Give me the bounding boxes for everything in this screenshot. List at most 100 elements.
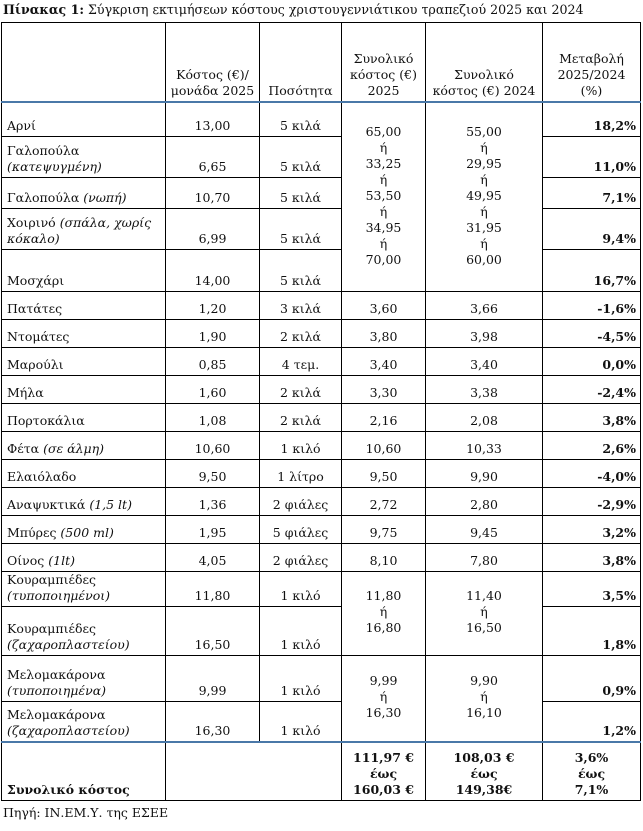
table-row: Αναψυκτικά (1,5 lt) 1,36 2 φιάλες 2,72 2,80-… xyxy=(1,486,641,516)
total-2024: 9,45 xyxy=(425,514,543,544)
merged-total-cell: 11,40 ή 16,50 xyxy=(425,570,543,656)
item-label: Μελομακάρονα xyxy=(7,666,106,682)
merged-value: 53,50 xyxy=(365,187,402,203)
column-header xyxy=(1,22,166,103)
column-header: Κόστος (€)/ μονάδα 2025 xyxy=(165,22,260,103)
table-row: Πατάτες 1,20 3 κιλά 3,60 3,66 -1,6% xyxy=(1,290,641,320)
total-2024: 3,40 xyxy=(425,346,543,376)
total-2024: 3,98 xyxy=(425,318,543,348)
table-row: Αρνί 13,00 5 κιλά 65,00 ή 33,25 ή 53,50 ή 34,95 ή 7… xyxy=(1,101,641,292)
item-name: Ντομάτες xyxy=(1,318,166,348)
unit-cost: 0,85 xyxy=(165,346,260,376)
unit-cost: 10,70 xyxy=(165,176,260,209)
item-name: Κουραμπιέδες (τυποποιημένοι) xyxy=(1,570,166,607)
table-row: Μαρούλι 0,85 4 τεμ. 3,40 3,40 0,0% xyxy=(1,346,641,376)
total-2024: 7,80 xyxy=(425,542,543,572)
unit-cost: 16,50 xyxy=(165,605,260,656)
change-percent: 0,0% xyxy=(542,346,641,376)
item-name: Οίνος (1lt) xyxy=(1,542,166,572)
item-note: (τυποποιημένοι) xyxy=(7,587,110,603)
change-percent: 11,0% xyxy=(542,135,641,178)
merged-value: ή xyxy=(379,604,388,619)
quantity: 1 κιλό xyxy=(259,605,342,656)
change-percent: 3,8% xyxy=(542,402,641,432)
source-note: Πηγή: ΙΝ.ΕΜ.Υ. της ΕΣΕΕ xyxy=(3,805,169,820)
merged-value: 31,95 xyxy=(466,219,502,235)
merged-value: 11,40 xyxy=(466,588,502,603)
change-percent: 0,9% xyxy=(542,654,641,702)
merged-total-cell: 9,99 ή 16,30 xyxy=(341,654,426,743)
total-2024: 3,38 xyxy=(425,374,543,404)
merged-value: ή xyxy=(379,139,388,155)
quantity: 4 τεμ. xyxy=(259,346,342,376)
unit-cost: 11,80 xyxy=(165,570,260,607)
item-label: Πατάτες xyxy=(7,300,63,316)
item-name: Μπύρες (500 ml) xyxy=(1,514,166,544)
merged-value: ή xyxy=(379,171,388,187)
item-name: Αρνί xyxy=(1,101,166,137)
change-percent: 16,7% xyxy=(542,248,641,292)
item-name: Γαλοπούλα (κατεψυγμένη) xyxy=(1,135,166,178)
item-note: (τυποποιημένα) xyxy=(7,682,107,698)
total-2025: 10,60 xyxy=(341,430,426,460)
merged-total-cell: 11,80 ή 16,80 xyxy=(341,570,426,656)
total-value: 7,1% xyxy=(574,782,609,797)
total-value: 160,03 € xyxy=(353,782,414,797)
table-row: Μελομακάρονα (τυποποιημένα) 9,99 1 κιλό 9,9… xyxy=(1,654,641,743)
column-header: Μεταβολή 2025/2024 (%) xyxy=(542,22,641,103)
change-percent: 3,5% xyxy=(542,570,641,607)
unit-cost: 1,90 xyxy=(165,318,260,348)
table-row: Οίνος (1lt) 4,05 2 φιάλες 8,10 7,80 3,8% xyxy=(1,542,641,572)
item-note: (ζαχαροπλαστείου) xyxy=(7,723,130,738)
item-name: Μελομακάρονα (τυποποιημένα) xyxy=(1,654,166,702)
total-2024: 3,66 xyxy=(425,290,543,320)
quantity: 2 κιλά xyxy=(259,402,342,432)
table-row: Μοσχάρι 14,00 5 κιλά 16,7% xyxy=(1,248,641,292)
item-note: (1lt) xyxy=(48,552,75,568)
table-row: Ντομάτες 1,90 2 κιλά 3,80 3,98 -4,5% xyxy=(1,318,641,348)
unit-cost: 14,00 xyxy=(165,248,260,292)
item-name: Αναψυκτικά (1,5 lt) xyxy=(1,486,166,516)
item-label: Γαλοπούλα xyxy=(7,189,84,205)
unit-cost: 16,30 xyxy=(165,700,260,743)
quantity: 2 κιλά xyxy=(259,374,342,404)
change-percent: 2,6% xyxy=(542,430,641,460)
total-2025: 3,60 xyxy=(341,290,426,320)
table-caption: Πίνακας 1: Σύγκριση εκτιμήσεων κόστους χ… xyxy=(3,2,643,22)
total-change: 3,6% έως 7,1% xyxy=(542,741,641,801)
column-header: Συνολικό κόστος (€) 2025 xyxy=(341,22,426,103)
total-2024: 2,80 xyxy=(425,486,543,516)
total-value: 149,38€ xyxy=(455,782,513,797)
total-2025: 9,75 xyxy=(341,514,426,544)
item-label: Μοσχάρι xyxy=(7,272,65,288)
quantity: 1 κιλό xyxy=(259,570,342,607)
total-value: έως xyxy=(577,766,606,781)
quantity: 1 κιλό xyxy=(259,654,342,702)
column-header: Συνολικό κόστος (€) 2024 xyxy=(425,22,543,103)
total-value: 108,03 € xyxy=(453,750,515,765)
item-note: (σε άλμη) xyxy=(43,440,105,456)
unit-cost: 10,60 xyxy=(165,430,260,460)
merged-value: ή xyxy=(480,604,488,619)
merged-value: 60,00 xyxy=(466,251,502,267)
item-name: Μαρούλι xyxy=(1,346,166,376)
total-2025: 3,80 xyxy=(341,318,426,348)
total-2025: 9,50 xyxy=(341,458,426,488)
change-percent: 18,2% xyxy=(542,101,641,137)
unit-cost: 6,65 xyxy=(165,135,260,178)
merged-value: 33,25 xyxy=(365,155,402,171)
total-value: 3,6% xyxy=(574,750,609,765)
unit-cost: 9,50 xyxy=(165,458,260,488)
item-note: (1,5 lt) xyxy=(89,496,132,512)
item-name: Γαλοπούλα (νωπή) xyxy=(1,176,166,209)
merged-value: 11,80 xyxy=(365,588,402,603)
merged-value: 9,90 xyxy=(470,673,498,689)
merged-value: 16,80 xyxy=(365,620,402,635)
total-row: Συνολικό κόστος 111,97 € έως 160,03 €108,03… xyxy=(1,741,641,801)
unit-cost: 1,95 xyxy=(165,514,260,544)
item-note: (κατεψυγμένη) xyxy=(7,158,102,174)
merged-value: 16,50 xyxy=(466,620,502,635)
total-2024: 9,90 xyxy=(425,458,543,488)
quantity: 5 φιάλες xyxy=(259,514,342,544)
merged-value: ή xyxy=(480,689,488,705)
